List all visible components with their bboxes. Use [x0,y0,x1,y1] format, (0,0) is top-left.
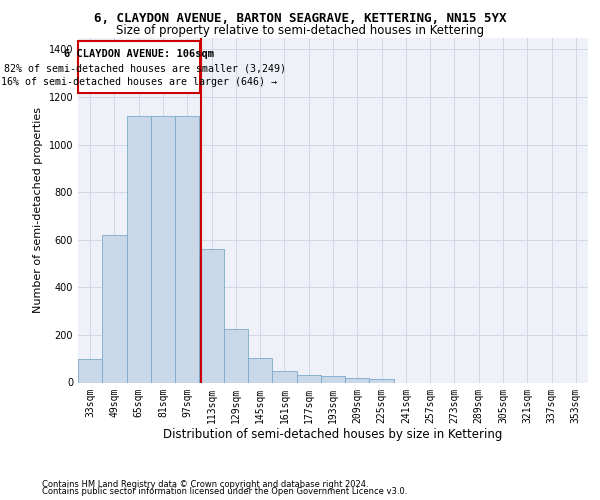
Bar [296,376,321,382]
Bar [175,116,199,382]
Bar [272,370,296,382]
Bar [199,250,224,382]
Text: 6 CLAYDON AVENUE: 106sqm: 6 CLAYDON AVENUE: 106sqm [64,50,214,59]
Text: Size of property relative to semi-detached houses in Kettering: Size of property relative to semi-detach… [116,24,484,37]
Bar [248,358,272,382]
Bar [370,379,394,382]
Text: 16% of semi-detached houses are larger (646) →: 16% of semi-detached houses are larger (… [1,77,277,87]
Bar [127,116,151,382]
Bar [224,329,248,382]
Bar [321,376,345,382]
Bar [102,235,127,382]
Bar [345,378,370,382]
X-axis label: Distribution of semi-detached houses by size in Kettering: Distribution of semi-detached houses by … [163,428,503,441]
Text: ← 82% of semi-detached houses are smaller (3,249): ← 82% of semi-detached houses are smalle… [0,64,286,74]
Y-axis label: Number of semi-detached properties: Number of semi-detached properties [33,107,43,313]
Bar [78,358,102,382]
Text: Contains HM Land Registry data © Crown copyright and database right 2024.: Contains HM Land Registry data © Crown c… [42,480,368,489]
Text: 6, CLAYDON AVENUE, BARTON SEAGRAVE, KETTERING, NN15 5YX: 6, CLAYDON AVENUE, BARTON SEAGRAVE, KETT… [94,12,506,25]
Bar [78,41,200,94]
Bar [151,116,175,382]
Text: Contains public sector information licensed under the Open Government Licence v3: Contains public sector information licen… [42,487,407,496]
